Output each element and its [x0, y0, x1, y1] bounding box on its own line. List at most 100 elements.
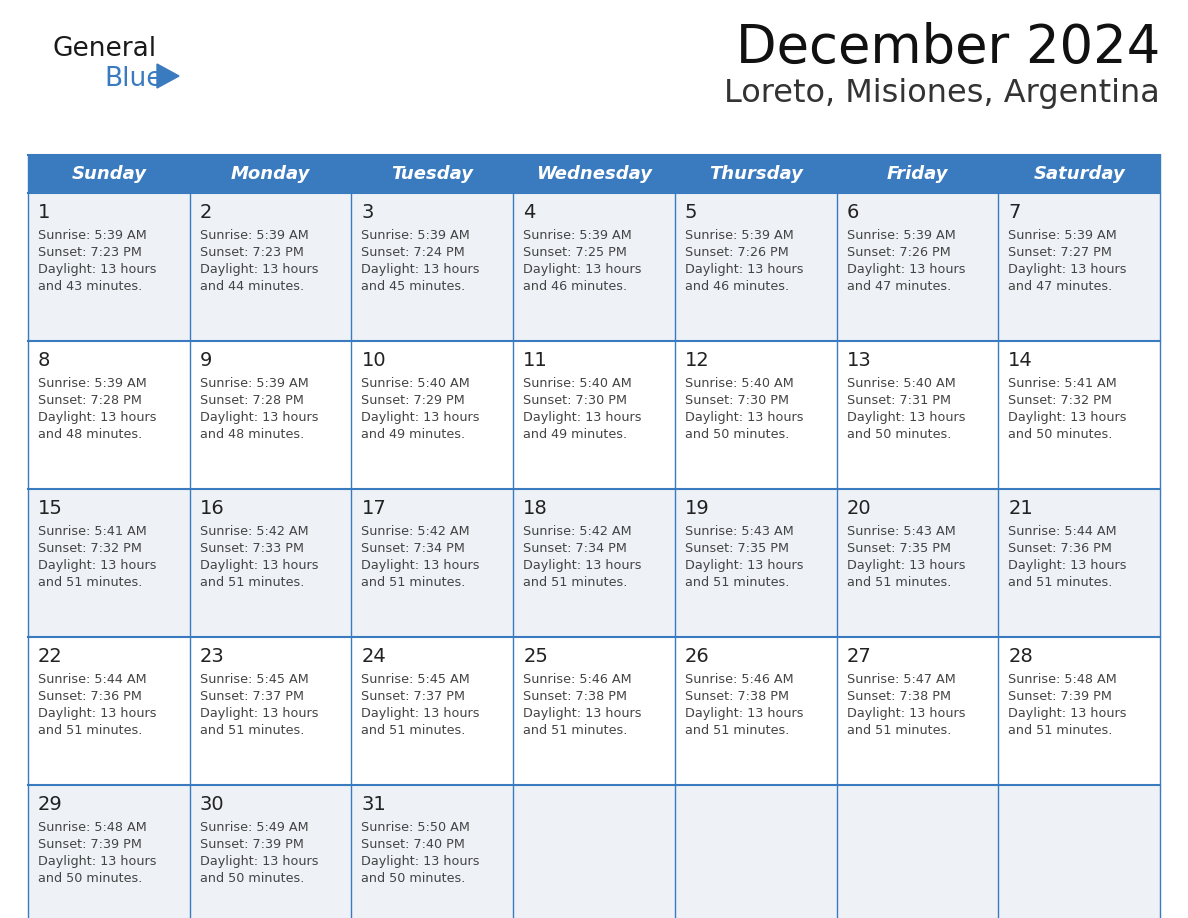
Text: Sunrise: 5:45 AM: Sunrise: 5:45 AM — [361, 673, 470, 686]
Text: and 51 minutes.: and 51 minutes. — [38, 724, 143, 737]
Text: Daylight: 13 hours: Daylight: 13 hours — [1009, 411, 1126, 424]
Text: Sunset: 7:34 PM: Sunset: 7:34 PM — [361, 542, 466, 555]
Text: Sunrise: 5:40 AM: Sunrise: 5:40 AM — [523, 377, 632, 390]
Text: Sunrise: 5:40 AM: Sunrise: 5:40 AM — [847, 377, 955, 390]
Polygon shape — [157, 64, 179, 88]
Text: Sunrise: 5:44 AM: Sunrise: 5:44 AM — [38, 673, 146, 686]
Text: Daylight: 13 hours: Daylight: 13 hours — [361, 707, 480, 720]
Text: and 47 minutes.: and 47 minutes. — [1009, 280, 1112, 293]
Text: Tuesday: Tuesday — [391, 165, 473, 183]
Text: Sunrise: 5:39 AM: Sunrise: 5:39 AM — [1009, 229, 1117, 242]
Text: Sunrise: 5:43 AM: Sunrise: 5:43 AM — [684, 525, 794, 538]
Text: Daylight: 13 hours: Daylight: 13 hours — [523, 263, 642, 276]
Text: Daylight: 13 hours: Daylight: 13 hours — [361, 855, 480, 868]
Text: and 51 minutes.: and 51 minutes. — [684, 576, 789, 589]
Text: and 51 minutes.: and 51 minutes. — [361, 576, 466, 589]
Text: 15: 15 — [38, 499, 63, 518]
Text: and 51 minutes.: and 51 minutes. — [200, 576, 304, 589]
Text: 9: 9 — [200, 351, 213, 370]
Text: 6: 6 — [847, 203, 859, 222]
Text: Thursday: Thursday — [709, 165, 803, 183]
Text: 14: 14 — [1009, 351, 1034, 370]
Bar — [29, 193, 1159, 341]
Text: Sunset: 7:28 PM: Sunset: 7:28 PM — [200, 394, 304, 407]
Text: Sunset: 7:40 PM: Sunset: 7:40 PM — [361, 838, 466, 851]
Text: Blue: Blue — [105, 66, 163, 92]
Bar — [29, 489, 1159, 637]
Text: Daylight: 13 hours: Daylight: 13 hours — [847, 707, 965, 720]
Text: Sunset: 7:36 PM: Sunset: 7:36 PM — [1009, 542, 1112, 555]
Text: and 51 minutes.: and 51 minutes. — [361, 724, 466, 737]
Text: Sunrise: 5:41 AM: Sunrise: 5:41 AM — [38, 525, 147, 538]
Text: 13: 13 — [847, 351, 871, 370]
Text: Sunset: 7:30 PM: Sunset: 7:30 PM — [684, 394, 789, 407]
Text: General: General — [52, 36, 156, 62]
Text: and 51 minutes.: and 51 minutes. — [523, 576, 627, 589]
Text: 21: 21 — [1009, 499, 1034, 518]
Text: and 48 minutes.: and 48 minutes. — [200, 428, 304, 441]
Text: and 51 minutes.: and 51 minutes. — [200, 724, 304, 737]
Text: and 50 minutes.: and 50 minutes. — [200, 872, 304, 885]
Text: 5: 5 — [684, 203, 697, 222]
Text: 3: 3 — [361, 203, 374, 222]
Text: 11: 11 — [523, 351, 548, 370]
Text: Sunset: 7:29 PM: Sunset: 7:29 PM — [361, 394, 466, 407]
Text: Daylight: 13 hours: Daylight: 13 hours — [1009, 263, 1126, 276]
Text: Sunset: 7:31 PM: Sunset: 7:31 PM — [847, 394, 950, 407]
Text: Sunset: 7:25 PM: Sunset: 7:25 PM — [523, 246, 627, 259]
Text: Sunrise: 5:42 AM: Sunrise: 5:42 AM — [361, 525, 470, 538]
Text: Sunset: 7:28 PM: Sunset: 7:28 PM — [38, 394, 141, 407]
Text: 25: 25 — [523, 647, 548, 666]
Text: Sunrise: 5:41 AM: Sunrise: 5:41 AM — [1009, 377, 1117, 390]
Text: 27: 27 — [847, 647, 871, 666]
Text: Friday: Friday — [886, 165, 948, 183]
Bar — [29, 341, 1159, 489]
Text: 22: 22 — [38, 647, 63, 666]
Text: Daylight: 13 hours: Daylight: 13 hours — [847, 559, 965, 572]
Text: and 49 minutes.: and 49 minutes. — [361, 428, 466, 441]
Text: Sunset: 7:39 PM: Sunset: 7:39 PM — [200, 838, 304, 851]
Text: Sunrise: 5:40 AM: Sunrise: 5:40 AM — [684, 377, 794, 390]
Bar — [29, 637, 1159, 785]
Text: Daylight: 13 hours: Daylight: 13 hours — [38, 411, 157, 424]
Text: 17: 17 — [361, 499, 386, 518]
Text: Sunset: 7:26 PM: Sunset: 7:26 PM — [847, 246, 950, 259]
Text: and 51 minutes.: and 51 minutes. — [847, 724, 950, 737]
Text: Daylight: 13 hours: Daylight: 13 hours — [684, 707, 803, 720]
Text: Sunset: 7:37 PM: Sunset: 7:37 PM — [200, 690, 304, 703]
Text: 4: 4 — [523, 203, 536, 222]
Text: Sunrise: 5:42 AM: Sunrise: 5:42 AM — [523, 525, 632, 538]
Text: Sunrise: 5:48 AM: Sunrise: 5:48 AM — [38, 821, 147, 834]
Text: and 51 minutes.: and 51 minutes. — [38, 576, 143, 589]
Text: and 43 minutes.: and 43 minutes. — [38, 280, 143, 293]
Text: and 50 minutes.: and 50 minutes. — [684, 428, 789, 441]
Text: Saturday: Saturday — [1034, 165, 1125, 183]
Text: Sunset: 7:38 PM: Sunset: 7:38 PM — [684, 690, 789, 703]
Text: Loreto, Misiones, Argentina: Loreto, Misiones, Argentina — [725, 78, 1159, 109]
Text: Sunset: 7:34 PM: Sunset: 7:34 PM — [523, 542, 627, 555]
Text: Daylight: 13 hours: Daylight: 13 hours — [684, 411, 803, 424]
Text: Daylight: 13 hours: Daylight: 13 hours — [684, 559, 803, 572]
Text: Sunrise: 5:48 AM: Sunrise: 5:48 AM — [1009, 673, 1117, 686]
Text: and 51 minutes.: and 51 minutes. — [1009, 576, 1113, 589]
Text: 23: 23 — [200, 647, 225, 666]
Text: Sunset: 7:38 PM: Sunset: 7:38 PM — [523, 690, 627, 703]
Text: and 48 minutes.: and 48 minutes. — [38, 428, 143, 441]
Text: Daylight: 13 hours: Daylight: 13 hours — [361, 263, 480, 276]
Text: Daylight: 13 hours: Daylight: 13 hours — [38, 559, 157, 572]
Text: 7: 7 — [1009, 203, 1020, 222]
Text: and 51 minutes.: and 51 minutes. — [523, 724, 627, 737]
Text: Daylight: 13 hours: Daylight: 13 hours — [361, 411, 480, 424]
Bar — [29, 785, 1159, 918]
Text: Sunset: 7:35 PM: Sunset: 7:35 PM — [847, 542, 950, 555]
Text: Monday: Monday — [230, 165, 310, 183]
Text: Daylight: 13 hours: Daylight: 13 hours — [523, 411, 642, 424]
Text: Sunset: 7:23 PM: Sunset: 7:23 PM — [200, 246, 304, 259]
Text: and 51 minutes.: and 51 minutes. — [1009, 724, 1113, 737]
Text: Sunrise: 5:39 AM: Sunrise: 5:39 AM — [200, 377, 309, 390]
Text: 2: 2 — [200, 203, 213, 222]
Text: 12: 12 — [684, 351, 709, 370]
Text: Sunset: 7:39 PM: Sunset: 7:39 PM — [1009, 690, 1112, 703]
Bar — [29, 155, 1159, 193]
Text: Sunset: 7:37 PM: Sunset: 7:37 PM — [361, 690, 466, 703]
